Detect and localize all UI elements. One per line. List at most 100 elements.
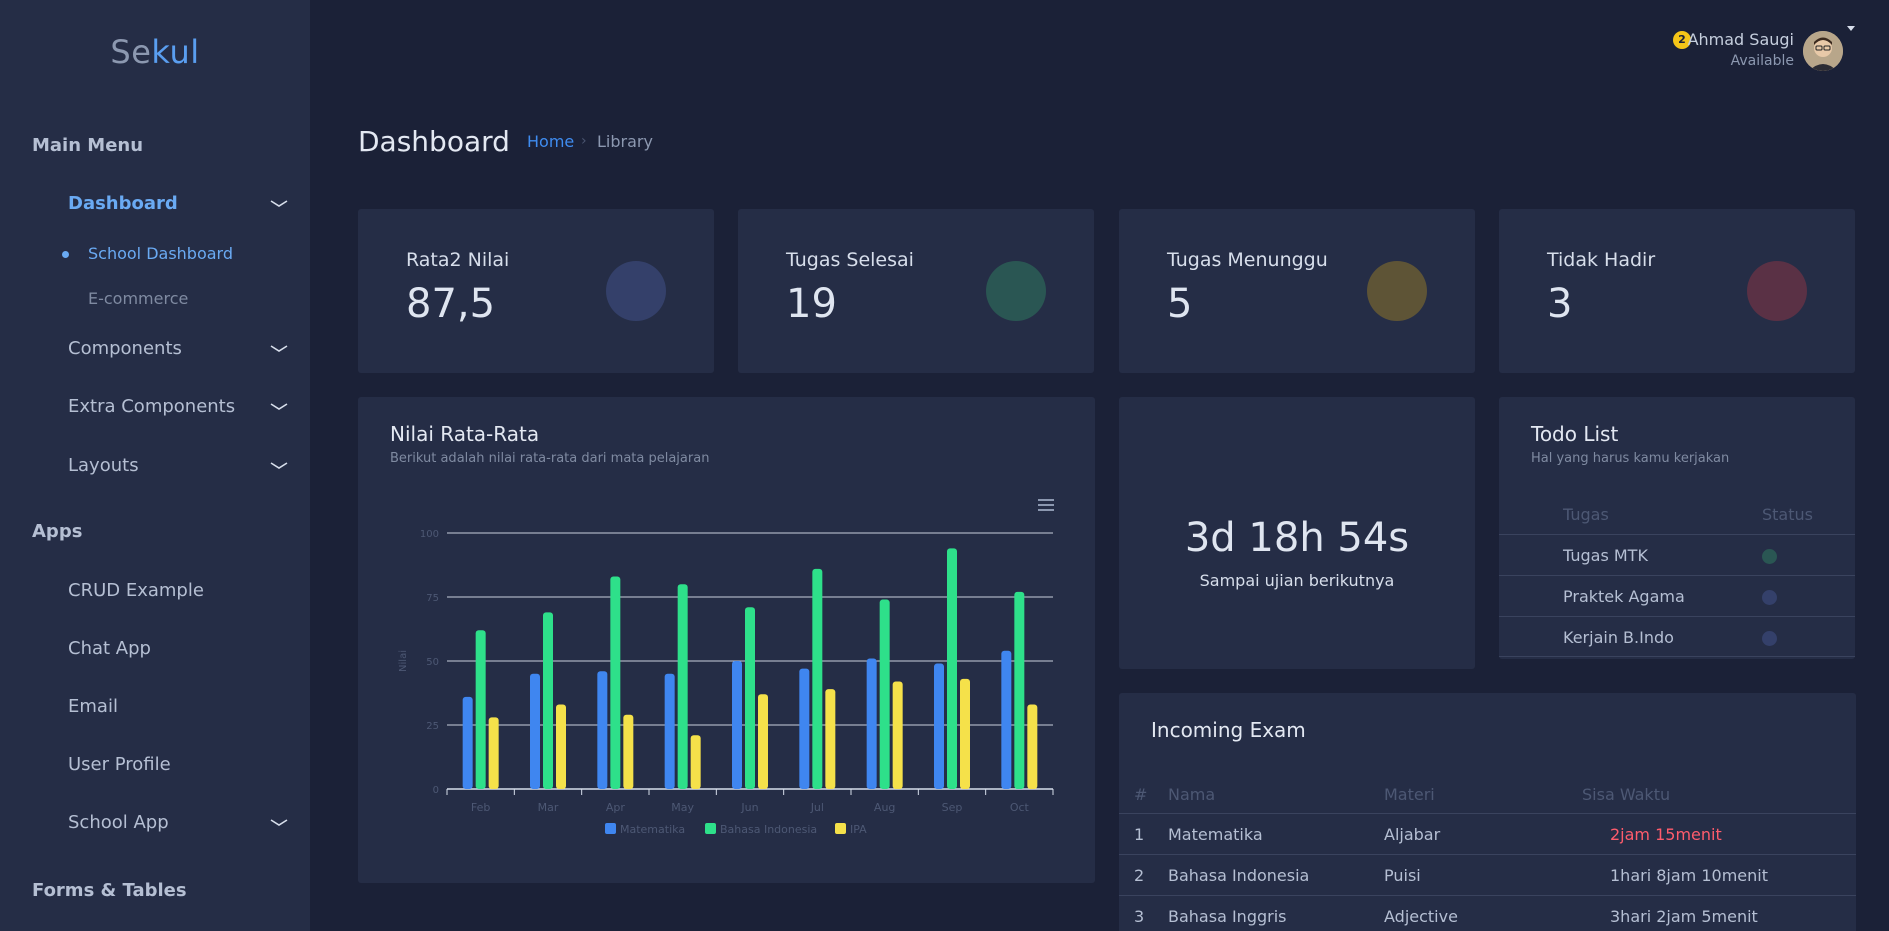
- exam-no: 2: [1134, 866, 1145, 885]
- active-dot-icon: [62, 251, 69, 258]
- bar-ipa[interactable]: [960, 678, 970, 789]
- bar-bahasa-indonesia[interactable]: [812, 568, 823, 789]
- stat-circle-icon: [986, 261, 1046, 321]
- todo-row[interactable]: Praktek Agama: [1499, 575, 1855, 616]
- user-status: Available: [1730, 53, 1794, 69]
- exam-col-no: #: [1134, 785, 1148, 804]
- y-tick-label: 100: [420, 529, 439, 540]
- legend-swatch[interactable]: [835, 823, 846, 834]
- stat-card-tidak-hadir: Tidak Hadir 3: [1499, 209, 1855, 373]
- chart-card-title: Nilai Rata-Rata: [390, 422, 540, 446]
- x-tick-label: Aug: [874, 801, 895, 814]
- bar-matematika[interactable]: [799, 668, 810, 789]
- todo-task: Praktek Agama: [1563, 587, 1685, 606]
- table-row[interactable]: 1 Matematika Aljabar 2jam 15menit: [1119, 813, 1856, 854]
- bar-bahasa-indonesia[interactable]: [543, 612, 553, 789]
- legend-label[interactable]: Bahasa Indonesia: [720, 823, 817, 836]
- todo-row[interactable]: Kerjain B.Indo: [1499, 616, 1855, 657]
- breadcrumb-separator: ›: [581, 133, 587, 149]
- bar-matematika[interactable]: [462, 696, 473, 789]
- bar-matematika[interactable]: [866, 658, 877, 789]
- sidebar-item-extra-components[interactable]: Extra Components: [68, 396, 290, 417]
- stat-label: Tugas Menunggu: [1167, 249, 1328, 271]
- exam-time: 1hari 8jam 10menit: [1610, 866, 1768, 885]
- legend-swatch[interactable]: [605, 823, 616, 834]
- legend-label[interactable]: Matematika: [620, 823, 685, 836]
- bar-bahasa-indonesia[interactable]: [879, 599, 890, 789]
- sidebar-item-layouts[interactable]: Layouts: [68, 455, 290, 476]
- bar-bahasa-indonesia[interactable]: [677, 584, 688, 789]
- x-tick-label: Apr: [606, 801, 626, 814]
- table-row[interactable]: 2 Bahasa Indonesia Puisi 1hari 8jam 10me…: [1119, 854, 1856, 895]
- y-tick-label: 0: [433, 785, 439, 796]
- stat-label: Rata2 Nilai: [406, 249, 510, 271]
- sidebar-subitem-ecommerce[interactable]: E-commerce: [88, 289, 189, 308]
- todo-col-task: Tugas: [1563, 505, 1609, 524]
- chevron-down-icon: [270, 199, 288, 207]
- sidebar-item-email[interactable]: Email: [68, 696, 290, 717]
- stat-value: 3: [1547, 281, 1573, 327]
- stat-label: Tugas Selesai: [786, 249, 914, 271]
- y-tick-label: 75: [426, 593, 439, 604]
- avatar[interactable]: [1803, 31, 1843, 71]
- stat-value: 87,5: [406, 281, 496, 327]
- user-avatar-icon: [1803, 31, 1843, 71]
- bar-ipa[interactable]: [488, 717, 499, 789]
- exam-col-topic: Materi: [1384, 785, 1435, 804]
- sidebar-item-components[interactable]: Components: [68, 338, 290, 359]
- stat-value: 19: [786, 281, 837, 327]
- sidebar-item-chat[interactable]: Chat App: [68, 638, 290, 659]
- bar-matematika[interactable]: [732, 661, 742, 789]
- breadcrumb-home[interactable]: Home: [527, 132, 575, 151]
- stat-value: 5: [1167, 281, 1193, 327]
- x-tick-label: Oct: [1010, 801, 1030, 814]
- user-info[interactable]: Ahmad Saugi Available: [1688, 30, 1794, 69]
- sidebar-item-label: Email: [68, 696, 118, 717]
- bar-ipa[interactable]: [825, 689, 836, 789]
- bar-bahasa-indonesia[interactable]: [947, 548, 957, 789]
- legend-swatch[interactable]: [705, 823, 716, 834]
- legend-label[interactable]: IPA: [850, 823, 867, 836]
- todo-card: Todo List Hal yang harus kamu kerjakan T…: [1499, 397, 1855, 659]
- bar-ipa[interactable]: [623, 714, 634, 789]
- bar-matematika[interactable]: [530, 673, 540, 789]
- chevron-down-icon: [270, 344, 288, 352]
- sidebar-subitem-school-dashboard[interactable]: School Dashboard: [88, 244, 234, 263]
- bar-bahasa-indonesia[interactable]: [610, 576, 621, 789]
- user-menu-caret-icon[interactable]: [1847, 26, 1855, 31]
- bar-ipa[interactable]: [892, 681, 903, 789]
- exam-header-row: # Nama Materi Sisa Waktu: [1119, 785, 1856, 807]
- exam-no: 3: [1134, 907, 1145, 926]
- user-name: Ahmad Saugi: [1687, 30, 1794, 49]
- bar-ipa[interactable]: [690, 735, 701, 789]
- bar-ipa[interactable]: [556, 704, 566, 789]
- hamburger-menu-icon[interactable]: [1038, 499, 1054, 511]
- todo-col-status: Status: [1762, 505, 1813, 524]
- todo-row[interactable]: Tugas MTK: [1499, 534, 1855, 575]
- exam-topic: Aljabar: [1384, 825, 1441, 844]
- bar-matematika[interactable]: [934, 663, 944, 789]
- bar-matematika[interactable]: [1001, 650, 1012, 789]
- bar-bahasa-indonesia[interactable]: [1014, 591, 1025, 789]
- stat-card-tugas-menunggu: Tugas Menunggu 5: [1119, 209, 1475, 373]
- bar-bahasa-indonesia[interactable]: [475, 630, 486, 789]
- bar-ipa[interactable]: [1027, 704, 1038, 789]
- sidebar-item-label: Components: [68, 338, 182, 359]
- brand-logo[interactable]: Sekul: [0, 33, 310, 71]
- section-forms-tables: Forms & Tables: [32, 880, 187, 901]
- bar-ipa[interactable]: [758, 694, 768, 789]
- sidebar-item-user-profile[interactable]: User Profile: [68, 754, 290, 775]
- sidebar-item-crud[interactable]: CRUD Example: [68, 580, 290, 601]
- bar-matematika[interactable]: [664, 673, 675, 789]
- bar-matematika[interactable]: [597, 671, 608, 789]
- table-row[interactable]: 3 Bahasa Inggris Adjective 3hari 2jam 5m…: [1119, 895, 1856, 931]
- exam-title: Incoming Exam: [1151, 718, 1306, 742]
- sidebar-item-label: Dashboard: [68, 193, 178, 214]
- bar-bahasa-indonesia[interactable]: [745, 607, 755, 789]
- notification-badge[interactable]: 2: [1673, 31, 1691, 49]
- status-dot-icon: [1762, 590, 1777, 605]
- y-axis-label: Nilai: [398, 650, 409, 672]
- sidebar-item-dashboard[interactable]: Dashboard: [68, 193, 290, 214]
- section-apps: Apps: [32, 521, 83, 542]
- sidebar-item-school-app[interactable]: School App: [68, 812, 290, 833]
